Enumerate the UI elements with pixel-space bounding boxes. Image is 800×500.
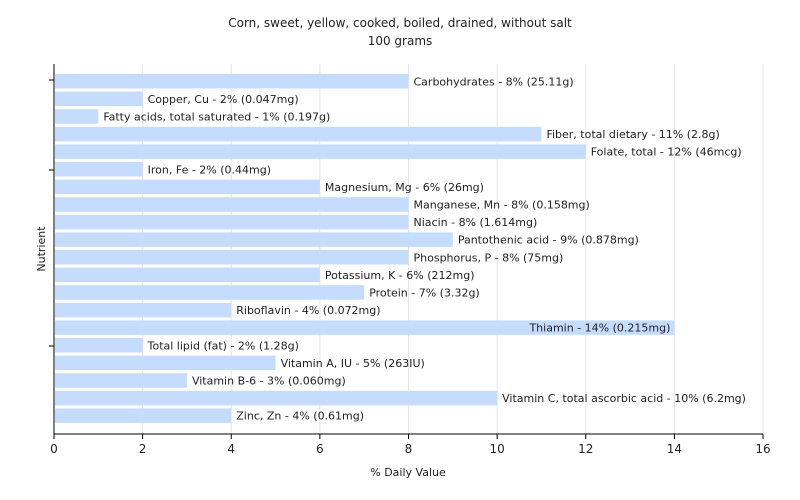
x-tick-label: 10 <box>489 442 504 456</box>
bar <box>55 373 187 388</box>
bar <box>55 267 320 283</box>
bar <box>55 109 99 124</box>
bar <box>55 126 542 142</box>
bar-label: Fatty acids, total saturated - 1% (0.197… <box>103 110 330 123</box>
chart-subtitle: 100 grams <box>368 34 433 48</box>
bar <box>55 302 232 318</box>
x-tick-label: 14 <box>667 442 682 456</box>
bar <box>55 232 453 247</box>
x-tick-label: 6 <box>316 442 324 456</box>
bar-label: Phosphorus, P - 8% (75mg) <box>414 251 564 264</box>
bar <box>55 91 143 107</box>
bar <box>55 390 498 406</box>
bar-label: Copper, Cu - 2% (0.047mg) <box>148 93 299 106</box>
x-tick-label: 12 <box>578 442 593 456</box>
bar <box>55 74 409 89</box>
bar <box>55 250 409 265</box>
bar-label: Manganese, Mn - 8% (0.158mg) <box>414 198 590 211</box>
bar-label: Carbohydrates - 8% (25.11g) <box>414 75 574 88</box>
bar-label: Protein - 7% (3.32g) <box>369 286 480 299</box>
x-axis-ticks: 0 2 4 6 8 10 12 14 16 <box>50 434 771 456</box>
bar-label: Potassium, K - 6% (212mg) <box>325 269 475 282</box>
x-tick-label: 16 <box>755 442 770 456</box>
bar-label: Magnesium, Mg - 6% (26mg) <box>325 181 484 194</box>
bar <box>55 197 409 212</box>
x-tick-label: 8 <box>405 442 413 456</box>
bar-labels-group: Carbohydrates - 8% (25.11g) Copper, Cu - … <box>103 75 746 422</box>
x-tick-label: 2 <box>139 442 147 456</box>
bars-group <box>55 74 675 423</box>
bar-label: Pantothenic acid - 9% (0.878mg) <box>458 234 639 247</box>
bar <box>55 320 675 335</box>
bar-label: Zinc, Zn - 4% (0.61mg) <box>236 410 364 423</box>
grid-lines <box>142 64 764 434</box>
bar-label: Niacin - 8% (1.614mg) <box>414 216 538 229</box>
bar-label: Vitamin A, IU - 5% (263IU) <box>281 357 425 370</box>
x-axis-label: % Daily Value <box>370 466 446 479</box>
bar <box>55 162 143 177</box>
bar-label: Total lipid (fat) - 2% (1.28g) <box>147 339 299 352</box>
y-axis-ticks <box>49 79 54 347</box>
bar <box>55 355 276 371</box>
bar-label: Riboflavin - 4% (0.072mg) <box>236 304 380 317</box>
bar <box>55 285 365 300</box>
bar <box>55 408 232 423</box>
bar-label: Iron, Fe - 2% (0.44mg) <box>148 163 271 176</box>
bar-label: Thiamin - 14% (0.215mg) <box>528 322 670 335</box>
y-axis-label: Nutrient <box>35 226 48 272</box>
bar-label: Folate, total - 12% (46mcg) <box>591 146 742 159</box>
x-tick-label: 4 <box>227 442 235 456</box>
x-tick-label: 0 <box>50 442 58 456</box>
chart-title: Corn, sweet, yellow, cooked, boiled, dra… <box>228 16 572 30</box>
bar <box>55 338 143 353</box>
bar-label: Vitamin B-6 - 3% (0.060mg) <box>192 374 346 387</box>
bar <box>55 144 586 159</box>
bar-label: Fiber, total dietary - 11% (2.8g) <box>546 128 719 141</box>
bar <box>55 179 320 195</box>
bar-label: Vitamin C, total ascorbic acid - 10% (6.… <box>502 392 746 405</box>
bar <box>55 214 409 230</box>
